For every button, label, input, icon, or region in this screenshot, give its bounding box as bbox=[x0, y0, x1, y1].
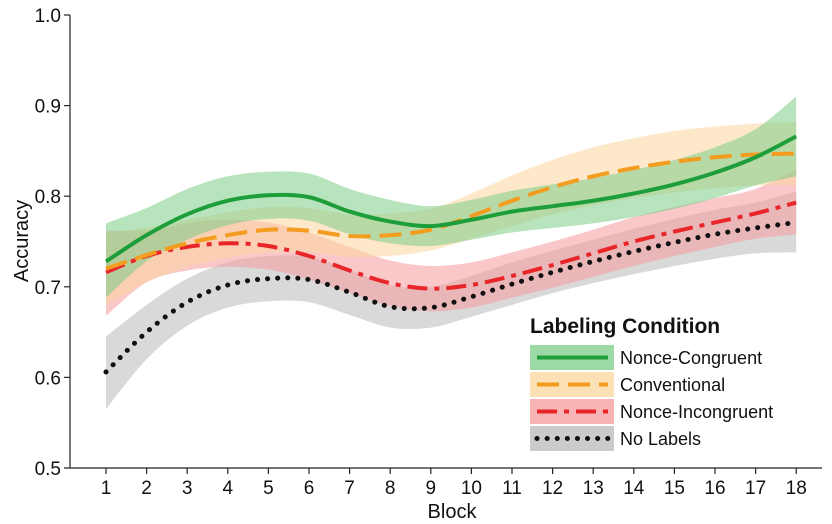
y-tick-label: 0.7 bbox=[35, 278, 61, 299]
line-nonce-incongruent bbox=[105, 200, 797, 291]
x-tick-label: 8 bbox=[385, 478, 396, 499]
x-axis-title: Block bbox=[428, 501, 478, 523]
x-tick-label: 10 bbox=[461, 478, 482, 499]
legend-label-conventional: Conventional bbox=[620, 375, 725, 395]
x-tick-label: 4 bbox=[223, 478, 234, 499]
x-tick-label: 13 bbox=[583, 478, 604, 499]
legend-label-no-labels: No Labels bbox=[620, 429, 701, 449]
line-no-labels bbox=[103, 219, 799, 375]
y-tick-label: 1.0 bbox=[35, 6, 61, 27]
legend-title: Labeling Condition bbox=[530, 315, 720, 338]
x-tick-label: 15 bbox=[664, 478, 685, 499]
y-axis-ticks: 0.5 0.6 0.7 0.8 0.9 1.0 bbox=[35, 6, 70, 480]
x-tick-label: 2 bbox=[141, 478, 152, 499]
x-tick-label: 18 bbox=[786, 478, 807, 499]
x-tick-label: 5 bbox=[263, 478, 274, 499]
y-tick-label: 0.9 bbox=[35, 97, 61, 118]
line-nonce-congruent bbox=[104, 134, 798, 264]
x-tick-label: 7 bbox=[344, 478, 355, 499]
axes bbox=[69, 15, 822, 469]
y-axis-title: Accuracy bbox=[11, 200, 33, 282]
y-tick-label: 0.6 bbox=[35, 368, 61, 389]
x-tick-label: 11 bbox=[502, 478, 522, 499]
x-tick-label: 9 bbox=[426, 478, 437, 499]
x-tick-label: 1 bbox=[101, 478, 112, 499]
y-tick-label: 0.5 bbox=[35, 459, 61, 480]
x-tick-label: 12 bbox=[542, 478, 563, 499]
x-tick-label: 14 bbox=[623, 478, 645, 499]
x-tick-label: 3 bbox=[182, 478, 193, 499]
legend-swatch-no-labels bbox=[530, 426, 614, 451]
legend-label-nonce-congruent: Nonce-Congruent bbox=[620, 348, 762, 368]
x-tick-label: 6 bbox=[304, 478, 315, 499]
legend-label-nonce-incongruent: Nonce-Incongruent bbox=[620, 402, 773, 422]
series-lines bbox=[103, 134, 799, 375]
x-tick-label: 16 bbox=[704, 478, 725, 499]
x-axis-ticks: 1 2 3 4 5 6 7 8 9 10 11 12 13 14 15 16 17 18 bbox=[101, 468, 807, 499]
x-tick-label: 17 bbox=[745, 478, 766, 499]
y-tick-label: 0.8 bbox=[35, 187, 61, 208]
legend: Labeling Condition Nonce-Congruent Conven… bbox=[530, 315, 773, 451]
